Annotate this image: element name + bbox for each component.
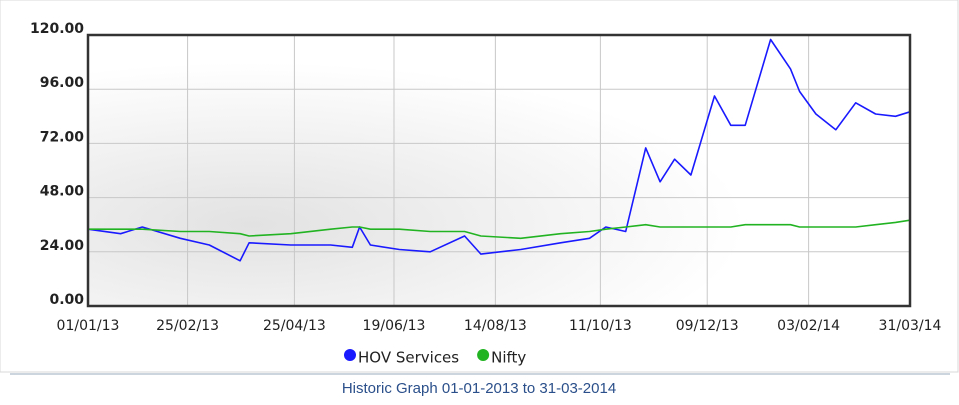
- x-tick-label: 25/04/13: [263, 318, 326, 334]
- y-tick-label: 24.00: [40, 238, 85, 254]
- x-tick-label: 11/10/13: [569, 318, 632, 334]
- y-tick-label: 48.00: [40, 184, 85, 200]
- y-tick-label: 72.00: [40, 129, 85, 145]
- x-tick-label: 09/12/13: [676, 318, 739, 334]
- legend-marker: [477, 349, 489, 361]
- y-tick-label: 120.00: [30, 21, 84, 37]
- legend-label: Nifty: [491, 349, 526, 367]
- caption: Historic Graph 01-01-2013 to 31-03-2014: [342, 380, 616, 397]
- x-tick-label: 19/06/13: [363, 318, 426, 334]
- page: Historic Graph 01-01-2013 to 31-03-2014 …: [0, 0, 959, 401]
- plot-background: [88, 35, 910, 306]
- legend-label: HOV Services: [358, 349, 459, 367]
- x-tick-label: 14/08/13: [464, 318, 527, 334]
- legend-marker: [344, 349, 356, 361]
- x-tick-label: 25/02/13: [156, 318, 219, 334]
- x-tick-label: 01/01/13: [57, 318, 120, 334]
- x-tick-label: 03/02/14: [777, 318, 840, 334]
- chart: Historic Graph 01-01-2013 to 31-03-2014 …: [0, 0, 959, 401]
- y-tick-label: 0.00: [49, 292, 84, 308]
- x-tick-label: 31/03/14: [879, 318, 942, 334]
- y-tick-label: 96.00: [40, 75, 85, 91]
